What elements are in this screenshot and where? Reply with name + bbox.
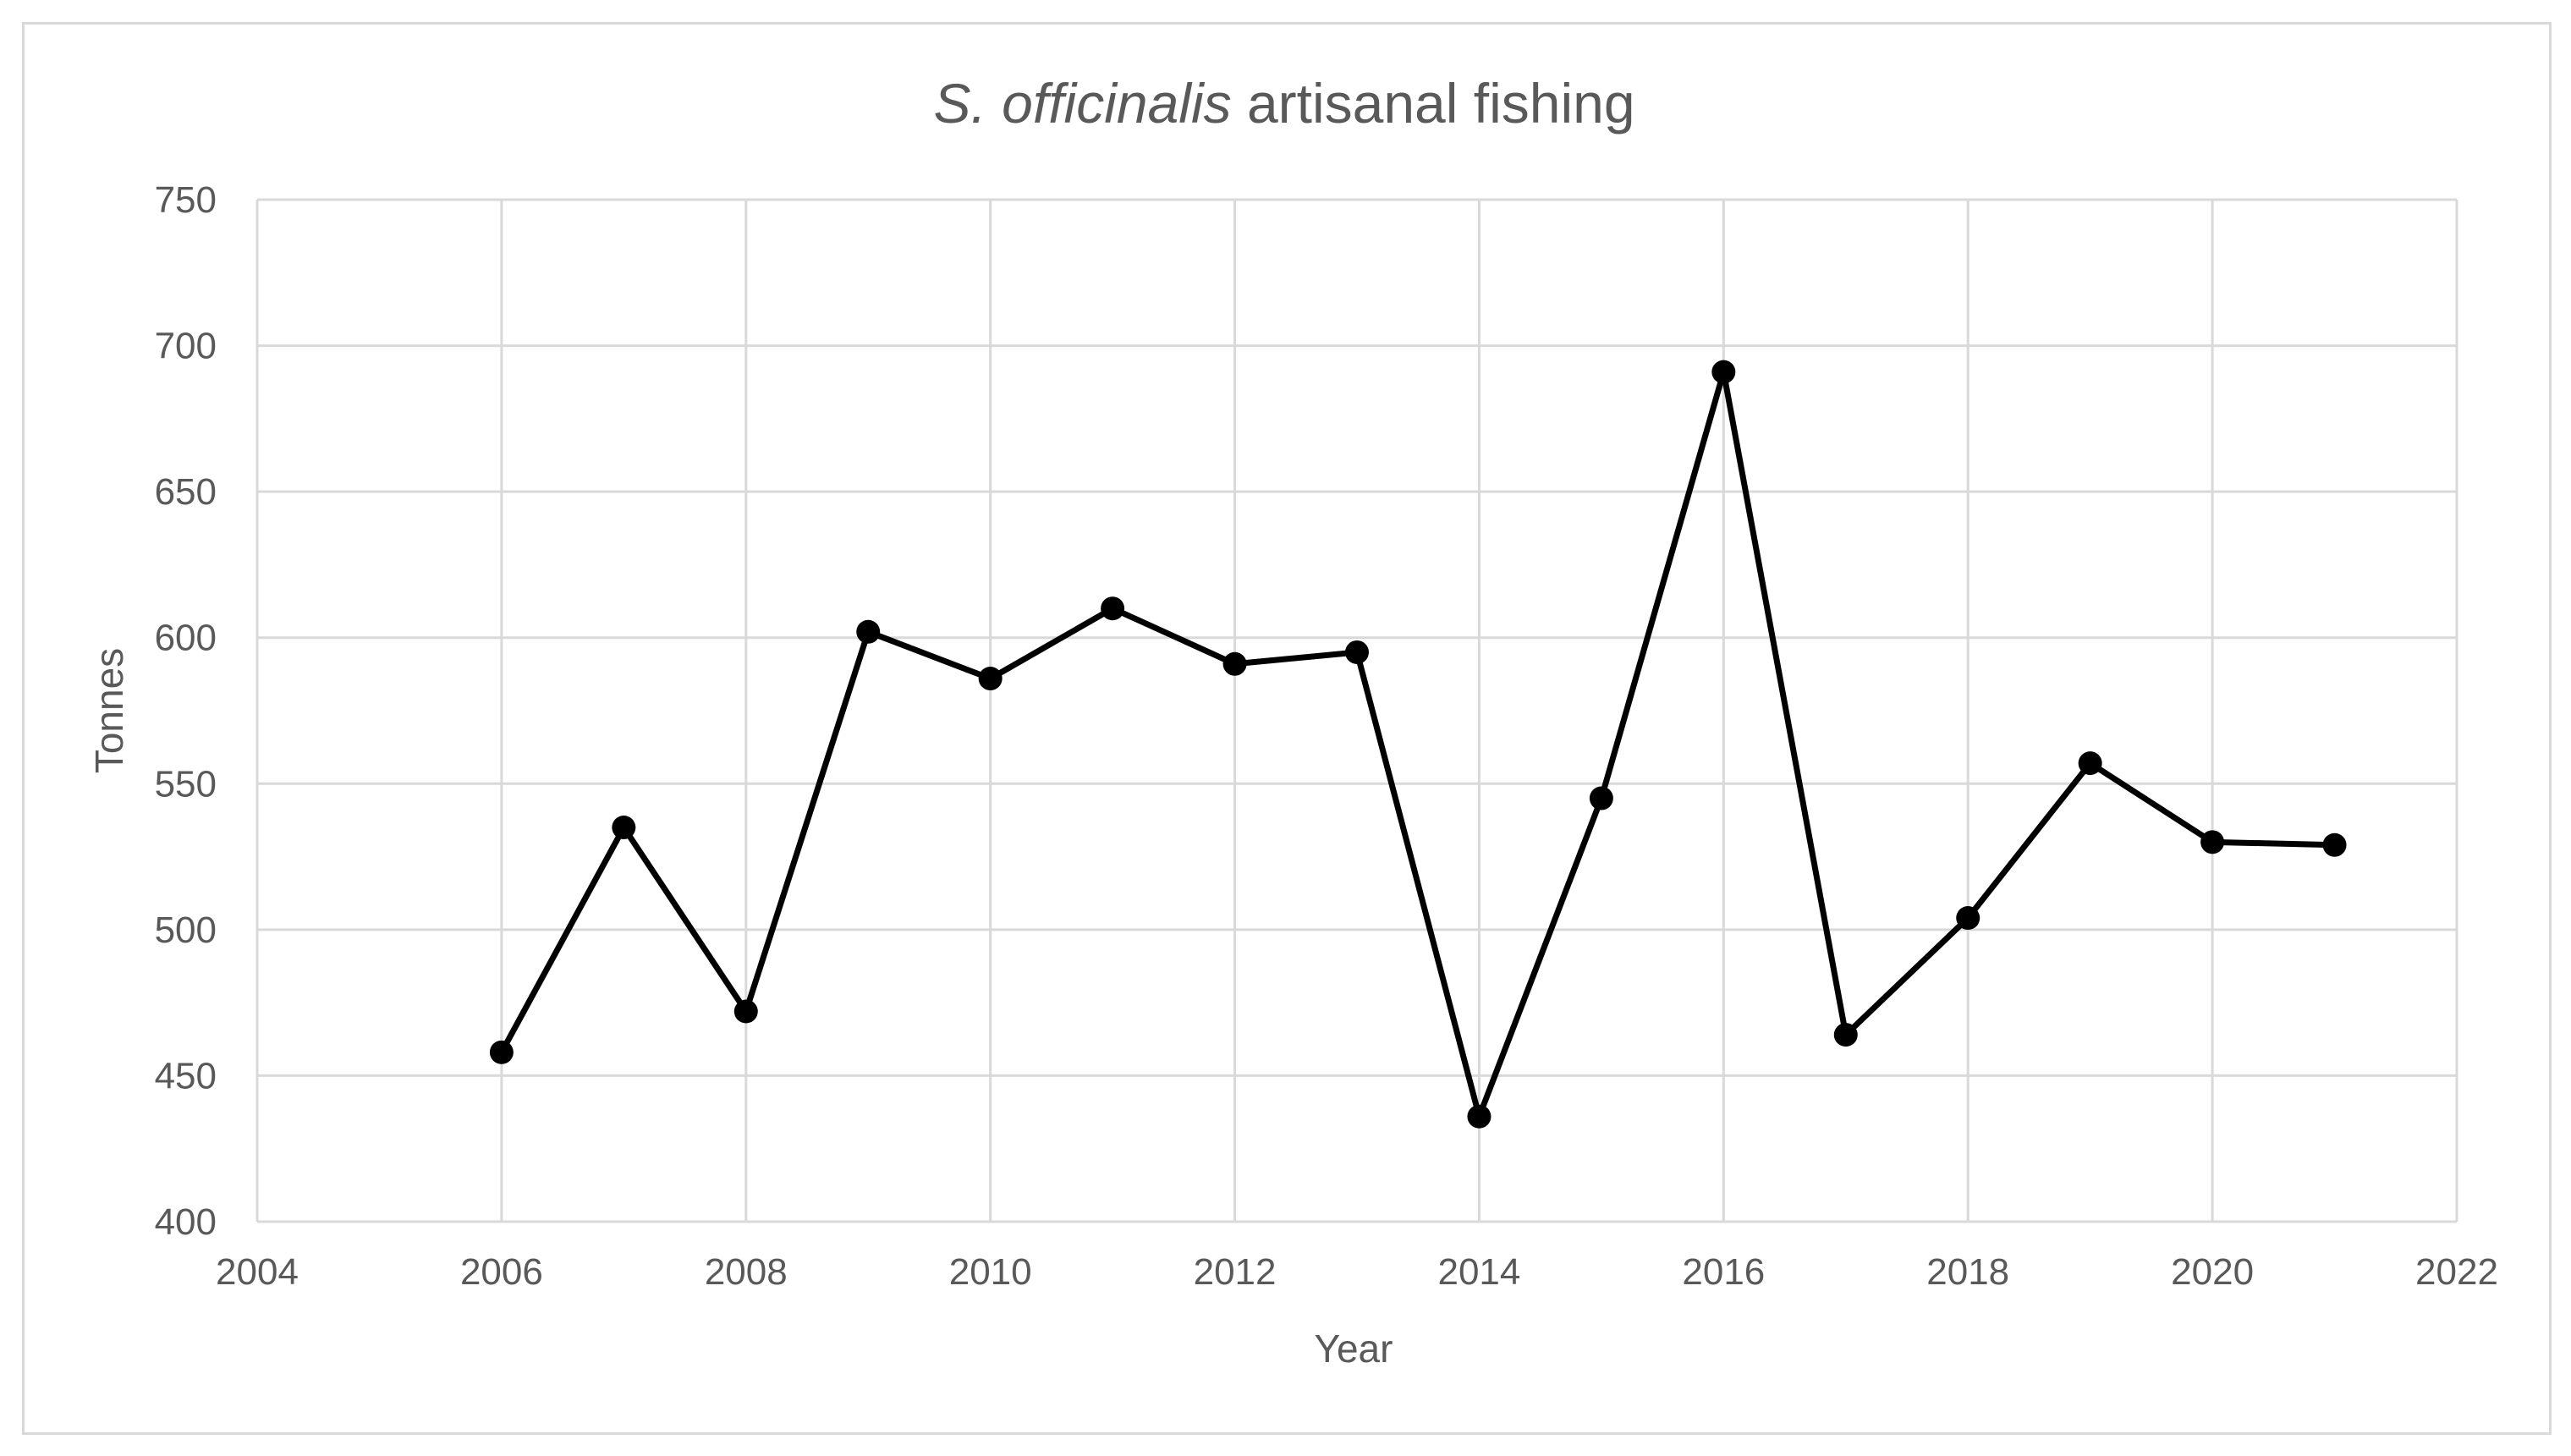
x-tick-label: 2006 bbox=[460, 1251, 543, 1293]
y-tick-label: 450 bbox=[155, 1055, 217, 1096]
data-point bbox=[489, 1040, 514, 1064]
data-point bbox=[1711, 360, 1736, 384]
data-point bbox=[2200, 830, 2225, 854]
x-tick-label: 2022 bbox=[2415, 1251, 2498, 1293]
y-tick-labels: 400 450 500 550 600 650 700 750 bbox=[155, 179, 217, 1243]
y-tick-label: 600 bbox=[155, 618, 217, 659]
data-point bbox=[856, 619, 881, 644]
data-point bbox=[2078, 751, 2102, 776]
data-point bbox=[1101, 596, 1125, 621]
data-point bbox=[733, 999, 758, 1024]
chart-title-rest: artisanal fishing bbox=[1232, 72, 1635, 135]
y-tick-label: 750 bbox=[155, 179, 217, 221]
data-point bbox=[1222, 651, 1247, 676]
x-tick-label: 2010 bbox=[949, 1251, 1032, 1293]
x-tick-label: 2016 bbox=[1682, 1251, 1765, 1293]
chart-frame bbox=[22, 22, 2552, 1435]
data-point bbox=[612, 816, 636, 840]
x-tick-label: 2012 bbox=[1194, 1251, 1277, 1293]
data-point bbox=[978, 667, 1003, 691]
data-point bbox=[2322, 832, 2347, 857]
y-axis-title: Tonnes bbox=[87, 648, 131, 773]
chart-title: S. officinalis artisanal fishing bbox=[933, 72, 1634, 135]
series-line bbox=[498, 369, 2335, 1120]
x-tick-label: 2020 bbox=[2171, 1251, 2254, 1293]
data-point bbox=[1956, 906, 1980, 931]
x-axis-title: Year bbox=[1315, 1327, 1393, 1371]
y-tick-label: 700 bbox=[155, 326, 217, 367]
x-tick-label: 2014 bbox=[1437, 1251, 1520, 1293]
y-tick-label: 500 bbox=[155, 909, 217, 951]
x-tick-label: 2018 bbox=[1926, 1251, 2009, 1293]
y-tick-label: 550 bbox=[155, 763, 217, 805]
x-tick-labels: 2004 2006 2008 2010 2012 2014 2016 2018 2020 2022 bbox=[216, 1251, 2498, 1293]
y-tick-label: 650 bbox=[155, 471, 217, 513]
x-tick-label: 2008 bbox=[705, 1251, 788, 1293]
data-point bbox=[1467, 1104, 1492, 1129]
chart-title-italic: S. officinalis bbox=[933, 72, 1231, 135]
x-tick-label: 2004 bbox=[216, 1251, 299, 1293]
y-tick-label: 400 bbox=[155, 1201, 217, 1243]
gridlines bbox=[255, 198, 2458, 1223]
series-group bbox=[489, 360, 2347, 1129]
data-point bbox=[1833, 1023, 1858, 1047]
data-point bbox=[1345, 640, 1369, 664]
data-point bbox=[1589, 786, 1613, 810]
